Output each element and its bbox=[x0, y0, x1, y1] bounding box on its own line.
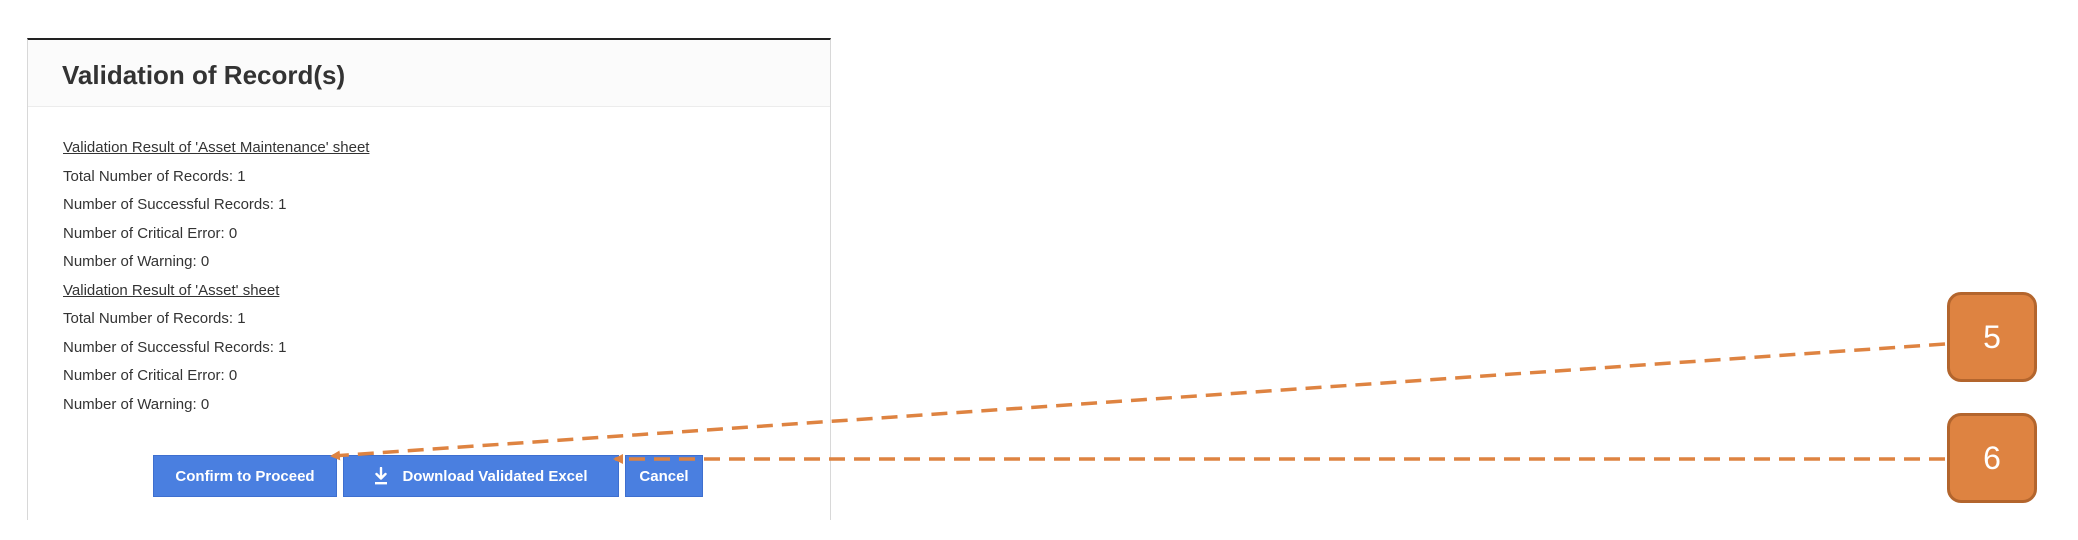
modal-title: Validation of Record(s) bbox=[62, 60, 346, 90]
confirm-to-proceed-button[interactable]: Confirm to Proceed bbox=[153, 455, 337, 497]
cancel-button[interactable]: Cancel bbox=[625, 455, 703, 497]
download-validated-excel-button[interactable]: Download Validated Excel bbox=[343, 455, 619, 497]
successful-records-line: Number of Successful Records: 1 bbox=[63, 338, 287, 356]
cancel-button-label: Cancel bbox=[639, 467, 689, 485]
validation-modal: Validation of Record(s) Validation Resul… bbox=[27, 38, 831, 520]
section-heading-asset-maintenance: Validation Result of 'Asset Maintenance'… bbox=[63, 139, 370, 156]
download-button-label: Download Validated Excel bbox=[402, 467, 588, 485]
critical-error-line: Number of Critical Error: 0 bbox=[63, 367, 238, 384]
modal-header: Validation of Record(s) bbox=[28, 40, 830, 107]
modal-body: Validation Result of 'Asset Maintenance'… bbox=[63, 134, 810, 419]
callout-badge-5: 5 bbox=[1947, 292, 2037, 382]
section-heading-asset: Validation Result of 'Asset' sheet bbox=[63, 281, 280, 299]
download-icon bbox=[374, 466, 388, 485]
total-records-line: Total Number of Records: 1 bbox=[63, 167, 246, 185]
callout-badge-6: 6 bbox=[1947, 413, 2037, 503]
warning-line: Number of Warning: 0 bbox=[63, 253, 210, 270]
warning-line: Number of Warning: 0 bbox=[63, 395, 210, 413]
critical-error-line: Number of Critical Error: 0 bbox=[63, 224, 238, 242]
confirm-button-label: Confirm to Proceed bbox=[175, 467, 315, 485]
successful-records-line: Number of Successful Records: 1 bbox=[63, 196, 287, 213]
total-records-line: Total Number of Records: 1 bbox=[63, 310, 246, 327]
